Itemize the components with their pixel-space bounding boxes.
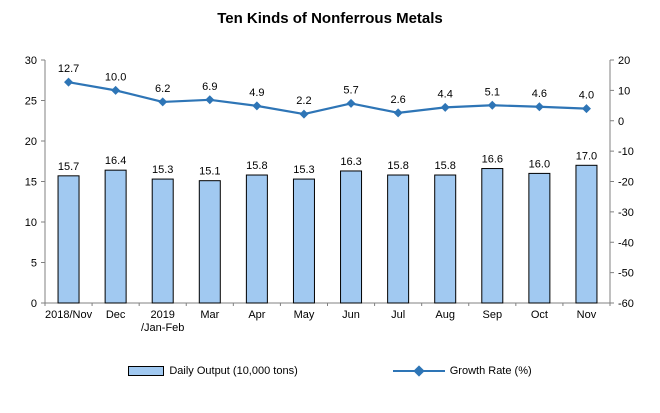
left-axis-tick-label: 15	[25, 177, 37, 189]
bar	[57, 175, 80, 304]
bar	[575, 164, 598, 304]
x-axis-category-label: Nov	[577, 309, 597, 321]
line-value-label: 4.0	[579, 90, 594, 102]
line-marker	[158, 97, 168, 107]
line-marker	[252, 101, 262, 111]
line-value-label: 5.7	[343, 84, 358, 96]
bar	[528, 172, 551, 304]
bar-value-label: 15.8	[387, 160, 408, 172]
x-axis-category-label: Jun	[342, 309, 360, 321]
legend-item-daily-output: Daily Output (10,000 tons)	[128, 365, 298, 377]
legend-label-growth-rate: Growth Rate (%)	[449, 365, 532, 377]
bar	[434, 174, 457, 304]
line-marker	[205, 95, 215, 105]
left-axis-tick-label: 0	[31, 298, 37, 310]
line-value-label: 2.2	[296, 95, 311, 107]
right-axis-tick-label: 0	[618, 116, 624, 128]
line-value-label: 4.6	[532, 88, 547, 100]
bar	[104, 169, 127, 304]
left-axis-tick-label: 5	[31, 258, 37, 270]
line-value-label: 12.7	[58, 63, 79, 75]
bar-value-label: 15.3	[152, 164, 173, 176]
x-axis-category-label: Sep	[483, 309, 503, 321]
line-value-label: 6.2	[155, 83, 170, 95]
line-marker	[64, 77, 74, 87]
line-value-label: 4.9	[249, 87, 264, 99]
bar	[340, 170, 363, 304]
x-axis-category-label: 2019	[150, 309, 174, 321]
bar-swatch	[128, 366, 165, 376]
line-swatch-marker	[413, 365, 425, 377]
x-axis-category-label: Aug	[435, 309, 455, 321]
x-axis-category-label: Oct	[531, 309, 548, 321]
x-axis-category-label: /Jan-Feb	[141, 322, 184, 334]
right-axis-tick-label: 10	[618, 85, 630, 97]
bar	[198, 180, 221, 304]
x-axis-category-label: Dec	[106, 309, 126, 321]
right-axis-tick-label: -50	[618, 268, 634, 280]
bar-value-label: 17.0	[576, 150, 597, 162]
bar-value-label: 16.0	[529, 158, 550, 170]
bar	[292, 178, 315, 304]
line-marker	[440, 102, 450, 112]
right-axis-tick-label: -40	[618, 237, 634, 249]
line-marker	[299, 109, 309, 119]
bar	[151, 178, 174, 304]
left-axis-tick-label: 30	[25, 55, 37, 67]
bar	[481, 168, 504, 304]
line-value-label: 5.1	[485, 86, 500, 98]
left-axis-tick-label: 10	[25, 217, 37, 229]
right-axis-tick-label: -30	[618, 207, 634, 219]
line-value-label: 6.9	[202, 81, 217, 93]
line-value-label: 4.4	[438, 88, 453, 100]
x-axis-category-label: 2018/Nov	[45, 309, 93, 321]
bar-value-label: 16.3	[340, 156, 361, 168]
x-axis-category-label: Jul	[391, 309, 405, 321]
right-axis-tick-label: -60	[618, 298, 634, 310]
x-axis-category-label: Apr	[248, 309, 265, 321]
left-axis-tick-label: 25	[25, 96, 37, 108]
line-swatch	[392, 365, 445, 377]
line-marker	[534, 102, 544, 112]
x-axis-category-label: Mar	[200, 309, 219, 321]
line-marker	[581, 104, 591, 114]
legend-item-growth-rate: Growth Rate (%)	[392, 365, 532, 377]
legend: Daily Output (10,000 tons) Growth Rate (…	[0, 360, 660, 382]
bar	[245, 174, 268, 304]
line-marker	[111, 85, 121, 95]
bar-value-label: 16.6	[482, 154, 503, 166]
bar-value-label: 15.1	[199, 166, 220, 178]
right-axis-tick-label: 20	[618, 55, 630, 67]
bar-value-label: 15.7	[58, 161, 79, 173]
bar-value-label: 15.8	[246, 160, 267, 172]
x-axis-category-label: May	[294, 309, 315, 321]
legend-label-daily-output: Daily Output (10,000 tons)	[169, 365, 298, 377]
chart-title: Ten Kinds of Nonferrous Metals	[217, 10, 443, 27]
bar	[387, 174, 410, 304]
right-axis-tick-label: -20	[618, 177, 634, 189]
line-marker	[393, 108, 403, 118]
left-axis-tick-label: 20	[25, 136, 37, 148]
bar-value-label: 15.3	[293, 164, 314, 176]
right-axis-tick-label: -10	[618, 146, 634, 158]
bar-value-label: 15.8	[434, 160, 455, 172]
line-marker	[487, 100, 497, 110]
growth-rate-line	[68, 81, 587, 116]
line-value-label: 2.6	[390, 94, 405, 106]
bar-value-label: 16.4	[105, 155, 126, 167]
line-value-label: 10.0	[105, 71, 126, 83]
line-marker	[346, 98, 356, 108]
